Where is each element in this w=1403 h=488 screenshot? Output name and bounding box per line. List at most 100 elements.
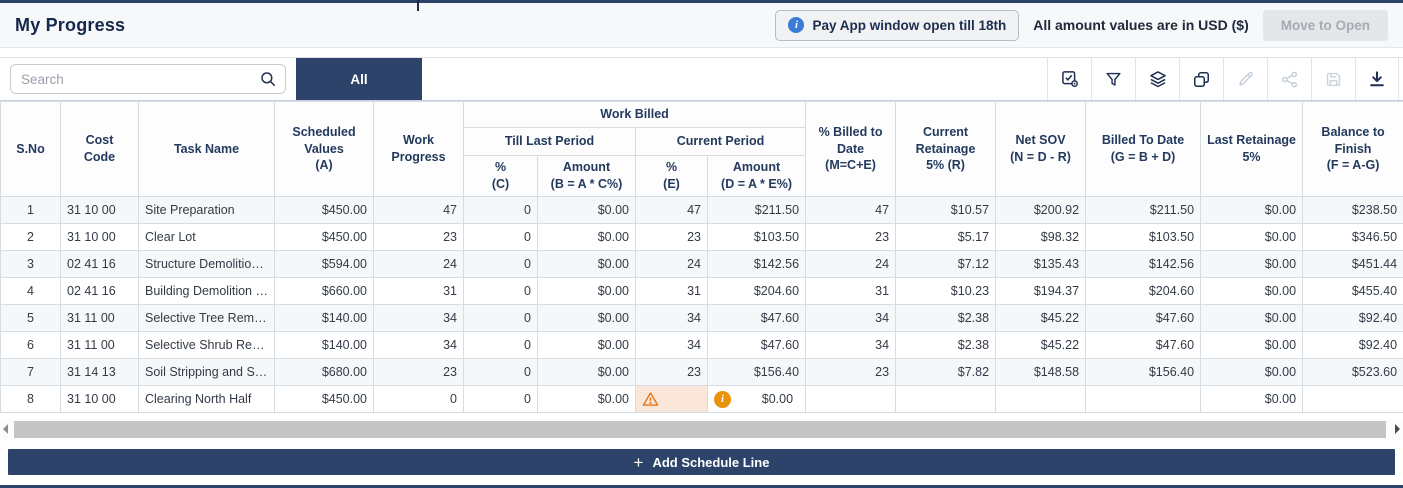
cell-task[interactable]: Selective Tree Removal [138,304,275,332]
cell-progress[interactable]: 34 [373,304,464,332]
cell-amt-d[interactable]: $211.50 [706,196,807,224]
cell-task[interactable]: Clear Lot [138,223,275,251]
cell-balance[interactable]: $523.60 [1302,358,1403,386]
cell-billed[interactable]: $156.40 [1085,358,1202,386]
cell-amt-b[interactable]: $0.00 [537,385,636,413]
cell-pct-m[interactable]: 34 [805,331,897,359]
cell-last-ret[interactable]: $0.00 [1200,223,1304,251]
cell-sno[interactable]: 3 [0,250,61,278]
cell-billed[interactable]: $142.56 [1085,250,1202,278]
cell-scheduled[interactable]: $680.00 [274,358,374,386]
cell-retainage[interactable]: $5.17 [895,223,997,251]
cell-pct-m[interactable]: 34 [805,304,897,332]
cell-retainage[interactable]: $10.23 [895,277,997,305]
cell-amt-b[interactable]: $0.00 [537,277,636,305]
cell-sno[interactable]: 4 [0,277,61,305]
cell-billed[interactable]: $204.60 [1085,277,1202,305]
cell-amt-b[interactable]: $0.00 [537,223,636,251]
cell-net-sov[interactable]: $45.22 [995,304,1087,332]
cell-balance[interactable] [1302,385,1403,413]
cell-pct-m[interactable]: 31 [805,277,897,305]
scroll-right-arrow[interactable] [1395,424,1400,434]
cell-sno[interactable]: 2 [0,223,61,251]
cell-amt-b[interactable]: $0.00 [537,304,636,332]
cell-pct-c[interactable]: 0 [463,277,538,305]
edit-button[interactable] [1223,58,1267,100]
cell-scheduled[interactable]: $450.00 [274,385,374,413]
cell-scheduled[interactable]: $594.00 [274,250,374,278]
filter-button[interactable] [1091,58,1135,100]
cell-cost-code[interactable]: 31 10 00 [60,196,139,224]
cell-pct-c[interactable]: 0 [463,304,538,332]
cell-cost-code[interactable]: 31 10 00 [60,385,139,413]
cell-scheduled[interactable]: $450.00 [274,223,374,251]
cell-amt-b[interactable]: $0.00 [537,250,636,278]
cell-billed[interactable]: $211.50 [1085,196,1202,224]
cell-pct-e[interactable]: 31 [635,277,708,305]
cell-net-sov[interactable]: $148.58 [995,358,1087,386]
cell-retainage[interactable]: $7.12 [895,250,997,278]
cell-pct-m[interactable] [805,385,897,413]
cell-pct-c[interactable]: 0 [463,331,538,359]
cell-pct-m[interactable]: 23 [805,358,897,386]
cell-cost-code[interactable]: 31 11 00 [60,304,139,332]
cell-pct-e[interactable]: 47 [635,196,708,224]
move-to-open-button[interactable]: Move to Open [1262,9,1388,41]
add-schedule-line-button[interactable]: + Add Schedule Line [8,449,1395,475]
cell-net-sov[interactable]: $135.43 [995,250,1087,278]
cell-net-sov[interactable]: $200.92 [995,196,1087,224]
cell-billed[interactable]: $103.50 [1085,223,1202,251]
cell-pct-e[interactable]: 34 [635,304,708,332]
cell-progress[interactable]: 47 [373,196,464,224]
cell-cost-code[interactable]: 02 41 16 [60,250,139,278]
cell-last-ret[interactable]: $0.00 [1200,385,1304,413]
cell-amt-b[interactable]: $0.00 [537,358,636,386]
cell-cost-code[interactable]: 31 11 00 [60,331,139,359]
cell-scheduled[interactable]: $140.00 [274,331,374,359]
cell-retainage[interactable]: $2.38 [895,304,997,332]
tab-all[interactable]: All [296,58,422,100]
cell-task[interactable]: Site Preparation [138,196,275,224]
cell-amt-d[interactable]: i $0.00 [706,385,807,413]
cell-last-ret[interactable]: $0.00 [1200,277,1304,305]
cell-billed[interactable]: $47.60 [1085,331,1202,359]
cell-last-ret[interactable]: $0.00 [1200,331,1304,359]
cell-pct-e[interactable] [635,385,708,413]
cell-amt-d[interactable]: $142.56 [706,250,807,278]
cell-scheduled[interactable]: $140.00 [274,304,374,332]
cell-balance[interactable]: $92.40 [1302,304,1403,332]
cell-sno[interactable]: 6 [0,331,61,359]
cell-amt-d[interactable]: $103.50 [706,223,807,251]
cell-balance[interactable]: $451.44 [1302,250,1403,278]
cell-scheduled[interactable]: $660.00 [274,277,374,305]
cell-balance[interactable]: $346.50 [1302,223,1403,251]
cell-retainage[interactable] [895,385,997,413]
cell-balance[interactable]: $238.50 [1302,196,1403,224]
cell-balance[interactable]: $455.40 [1302,277,1403,305]
layers-button[interactable] [1135,58,1179,100]
cell-last-ret[interactable]: $0.00 [1200,196,1304,224]
cell-progress[interactable]: 24 [373,250,464,278]
share-button[interactable] [1267,58,1311,100]
cell-progress[interactable]: 31 [373,277,464,305]
cell-progress[interactable]: 23 [373,358,464,386]
cell-sno[interactable]: 8 [0,385,61,413]
cell-scheduled[interactable]: $450.00 [274,196,374,224]
cell-net-sov[interactable]: $194.37 [995,277,1087,305]
info-icon[interactable]: i [714,390,731,408]
cell-pct-e[interactable]: 23 [635,223,708,251]
cell-progress[interactable]: 23 [373,223,464,251]
cell-amt-d[interactable]: $47.60 [706,331,807,359]
cell-pct-c[interactable]: 0 [463,196,538,224]
cell-pct-m[interactable]: 24 [805,250,897,278]
cell-pct-c[interactable]: 0 [463,223,538,251]
cell-net-sov[interactable]: $98.32 [995,223,1087,251]
cell-cost-code[interactable]: 31 14 13 [60,358,139,386]
select-view-button[interactable] [1047,58,1091,100]
download-button[interactable] [1355,58,1399,100]
copy-button[interactable] [1179,58,1223,100]
cell-pct-c[interactable]: 0 [463,385,538,413]
search-input[interactable] [10,64,286,94]
cell-net-sov[interactable]: $45.22 [995,331,1087,359]
cell-pct-c[interactable]: 0 [463,358,538,386]
